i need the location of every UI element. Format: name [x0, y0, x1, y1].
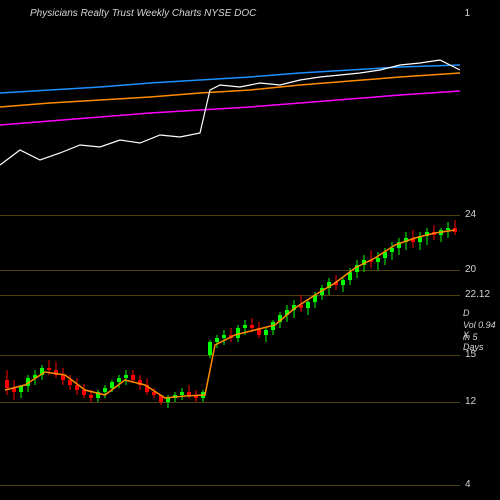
y-axis-label: 24 — [465, 209, 476, 220]
y-axis-label: 22.12 — [465, 289, 490, 300]
y-axis-label: 4 — [465, 479, 471, 490]
candlestick-chart — [0, 180, 460, 490]
indicator-panel — [0, 25, 460, 180]
info-label: D — [463, 308, 470, 318]
indicator-lines — [0, 25, 460, 180]
y-axis-label: 20 — [465, 264, 476, 275]
chart-title: Physicians Realty Trust Weekly Charts NY… — [30, 8, 256, 19]
y-axis-label: 12 — [465, 396, 476, 407]
page-number: 1 — [464, 8, 470, 19]
info-label: in 5 Days — [463, 332, 500, 352]
price-panel — [0, 180, 460, 490]
